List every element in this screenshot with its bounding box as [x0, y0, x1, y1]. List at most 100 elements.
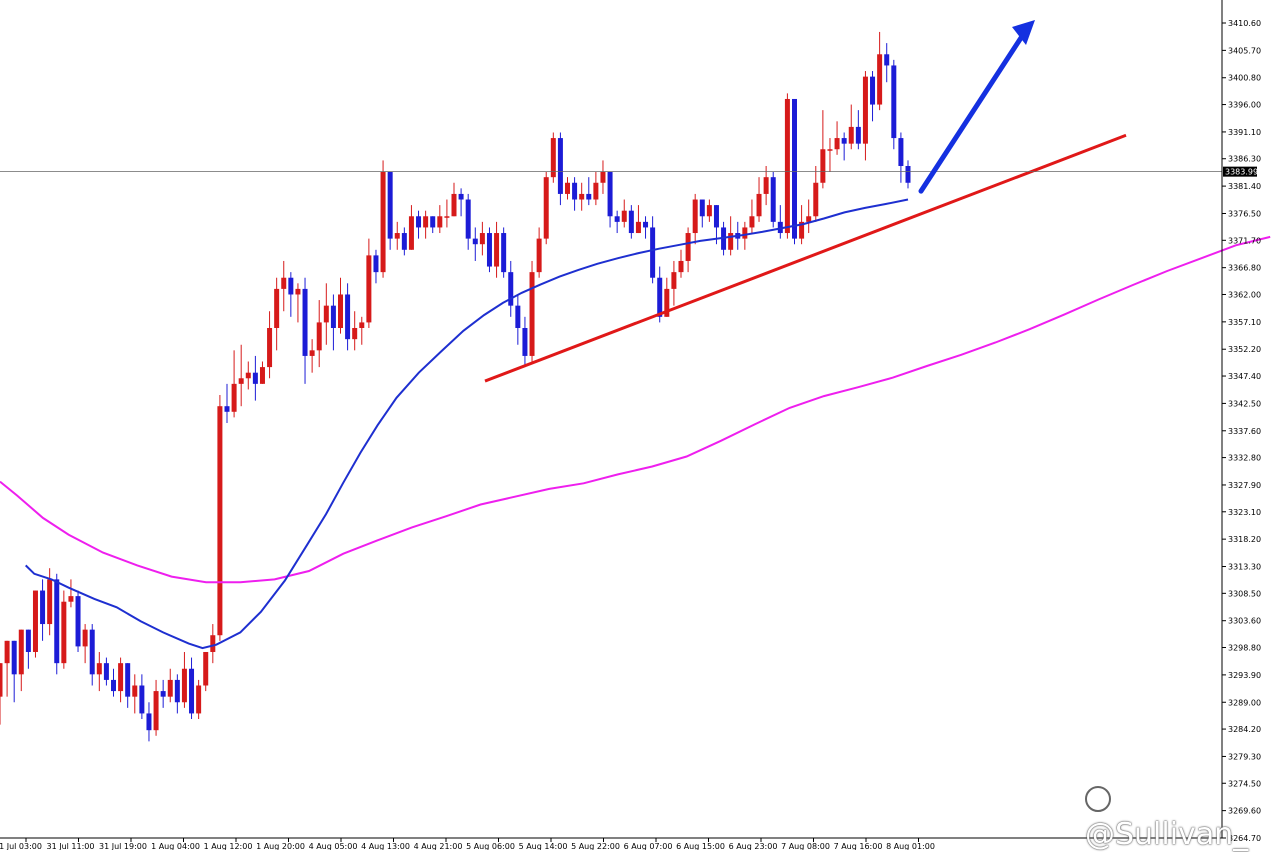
candle-body [54, 579, 60, 664]
price-tick-label: 3347.40 [1228, 372, 1261, 381]
candle [224, 383, 230, 423]
slow-moving-average-line [0, 235, 1271, 584]
watermark-text: @Sullivan_ [1085, 817, 1249, 852]
candle-body [82, 629, 88, 647]
candle-body [408, 216, 414, 250]
time-tick-label: 8 Aug 01:00 [886, 842, 935, 850]
candle [862, 71, 868, 161]
candle [132, 674, 138, 714]
candle [146, 702, 152, 742]
candle [579, 182, 585, 211]
candle [373, 249, 379, 284]
candle [366, 238, 372, 328]
candle [522, 316, 528, 368]
candle-body [628, 210, 634, 234]
price-tick-label: 3342.50 [1228, 399, 1261, 408]
candle-body [437, 216, 443, 228]
candle-body [118, 663, 124, 692]
candle-body [891, 65, 897, 139]
candle-body [763, 177, 769, 194]
time-tick-label: 6 Aug 23:00 [729, 842, 778, 850]
up-arrow-shaft [918, 32, 1026, 194]
candle [40, 579, 46, 641]
time-tick-label: 6 Aug 15:00 [676, 842, 725, 850]
candle-body [756, 193, 762, 217]
candle-body [238, 378, 244, 384]
candle-body [650, 227, 656, 278]
price-tick-label: 3298.80 [1228, 644, 1261, 653]
candle-body [267, 327, 273, 368]
time-tick-label: 5 Aug 06:00 [466, 842, 515, 850]
candle [316, 300, 322, 368]
candle [763, 166, 769, 206]
candle-body [770, 177, 776, 222]
candle-body [338, 294, 343, 328]
candle-body [423, 216, 429, 228]
candle-body [0, 663, 3, 697]
candle-body [841, 138, 847, 144]
candle-body [316, 322, 322, 351]
candle-body [550, 138, 556, 178]
candle-body [139, 685, 145, 714]
candle-body [862, 76, 868, 144]
candle-body [68, 596, 74, 602]
candle [884, 43, 890, 83]
fast-moving-average-line [25, 198, 909, 650]
candle-body [749, 216, 755, 228]
candle [11, 640, 17, 703]
candle [557, 132, 563, 206]
candle-body [174, 679, 180, 703]
price-tick-label: 3337.60 [1228, 427, 1261, 436]
candle-body [586, 193, 592, 200]
time-tick-label: 4 Aug 05:00 [309, 842, 358, 850]
candle [103, 657, 109, 686]
candle [550, 132, 556, 183]
candle-body [125, 663, 131, 697]
candle-body [181, 668, 187, 703]
candle-body [153, 691, 159, 731]
candle [479, 221, 485, 256]
candle-body [245, 372, 251, 379]
candle [905, 160, 911, 189]
price-tick-label: 3279.30 [1228, 752, 1261, 761]
candle-body [231, 383, 237, 412]
candle [628, 205, 634, 239]
candle [472, 227, 478, 261]
candle [543, 171, 549, 245]
candle-body [536, 238, 542, 273]
price-tick-label: 3400.80 [1228, 74, 1261, 83]
candle-body [579, 193, 585, 200]
candle-body [359, 322, 365, 328]
candle [565, 177, 570, 200]
price-tick-label: 3327.90 [1228, 481, 1261, 490]
candle [749, 199, 755, 234]
candle-body [572, 182, 578, 200]
candle-body [565, 182, 570, 194]
candle-body [210, 635, 216, 652]
candle-body [792, 98, 797, 239]
candle [408, 205, 414, 250]
candle-body [522, 327, 528, 356]
candle [451, 182, 457, 217]
candle-body [699, 199, 705, 217]
candle [330, 294, 336, 351]
candle-body [508, 272, 514, 306]
candle-body [330, 305, 336, 328]
candle [153, 679, 159, 736]
candle [231, 350, 237, 418]
time-tick-label: 1 Aug 04:00 [151, 842, 200, 850]
candle-body [146, 713, 152, 731]
candle-body [458, 193, 464, 200]
price-tick-label: 3362.00 [1228, 290, 1261, 299]
candle [267, 311, 273, 379]
candle [834, 121, 840, 155]
candle-body [643, 221, 649, 228]
candle [827, 138, 833, 172]
price-tick-label: 3352.20 [1228, 345, 1261, 354]
candle [621, 199, 627, 228]
time-tick-label: 7 Aug 08:00 [781, 842, 830, 850]
candle-body [905, 166, 911, 183]
candle [139, 674, 145, 720]
candle-body [465, 199, 471, 239]
candle-body [806, 216, 812, 222]
